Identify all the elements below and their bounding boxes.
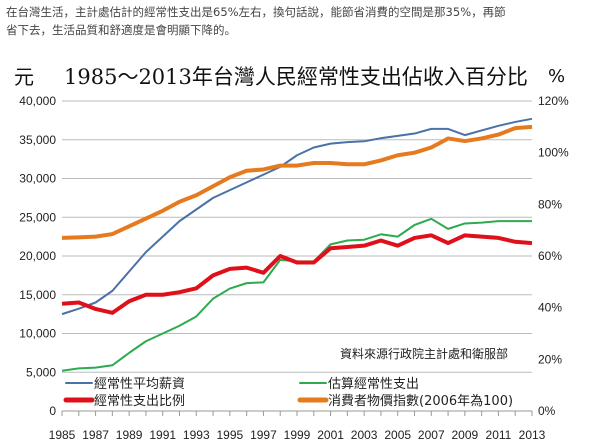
y2-tick-label: 20%	[538, 352, 562, 366]
x-tick-label: 2001	[317, 428, 344, 442]
y-tick-label: 40,000	[19, 94, 56, 108]
y-tick-label: 30,000	[19, 172, 56, 186]
y2-tick-label: 80%	[538, 197, 562, 211]
x-tick-label: 1985	[49, 428, 76, 442]
chart-title: 1985～2013年台灣人民經常性支出佔收入百分比	[64, 65, 528, 89]
legend-label: 經常性平均薪資	[94, 377, 185, 392]
y2-tick-label: 40%	[538, 301, 562, 315]
x-tick-label: 1999	[284, 428, 311, 442]
y2-tick-label: 100%	[538, 146, 569, 160]
series-line-1	[61, 117, 533, 316]
source-note: 資料來源行政院主計處和衛服部	[340, 346, 508, 361]
x-tick-label: 1989	[116, 428, 143, 442]
y-tick-label: 0	[49, 404, 56, 418]
x-tick-label: 2011	[486, 428, 512, 442]
x-tick-label: 2005	[384, 428, 411, 442]
legend-label: 估算經常性支出	[328, 377, 419, 392]
y-tick-label: 20,000	[19, 249, 56, 263]
x-tick-label: 2007	[418, 428, 445, 442]
series-line-3	[61, 233, 533, 315]
intro-line-2: 省下去，生活品質和舒適度是會明顯下降的。	[6, 23, 236, 37]
y-tick-label: 15,000	[19, 288, 56, 302]
x-tick-label: 1995	[217, 428, 244, 442]
x-tick-label: 2013	[519, 428, 546, 442]
x-tick-label: 2003	[351, 428, 378, 442]
y2-tick-label: 0%	[538, 404, 556, 418]
y-tick-label: 5,000	[26, 365, 56, 379]
y-tick-label: 10,000	[19, 327, 56, 341]
y2-tick-label: 60%	[538, 249, 562, 263]
legend-label: 消費者物價指數(2006年為100)	[328, 393, 513, 409]
intro-paragraph: 在台灣生活，主計處估計的經常性支出是65%左右，換句話說，能節省消費的空間是那3…	[6, 3, 596, 39]
x-tick-label: 1993	[183, 428, 210, 442]
x-tick-label: 1997	[250, 428, 277, 442]
legend-label: 經常性支出比例	[94, 394, 185, 409]
series-line-4	[61, 124, 533, 240]
x-tick-label: 1991	[149, 428, 176, 442]
y-tick-label: 35,000	[19, 133, 56, 147]
intro-line-1: 在台灣生活，主計處估計的經常性支出是65%左右，換句話說，能節省消費的空間是那3…	[6, 5, 506, 19]
y2-tick-label: 120%	[538, 94, 569, 108]
y-axis-unit-label: 元	[14, 65, 34, 89]
x-tick-label: 2009	[452, 428, 479, 442]
x-tick-label: 1987	[82, 428, 109, 442]
y2-axis-unit-label: %	[548, 66, 565, 87]
y-tick-label: 25,000	[19, 210, 56, 224]
